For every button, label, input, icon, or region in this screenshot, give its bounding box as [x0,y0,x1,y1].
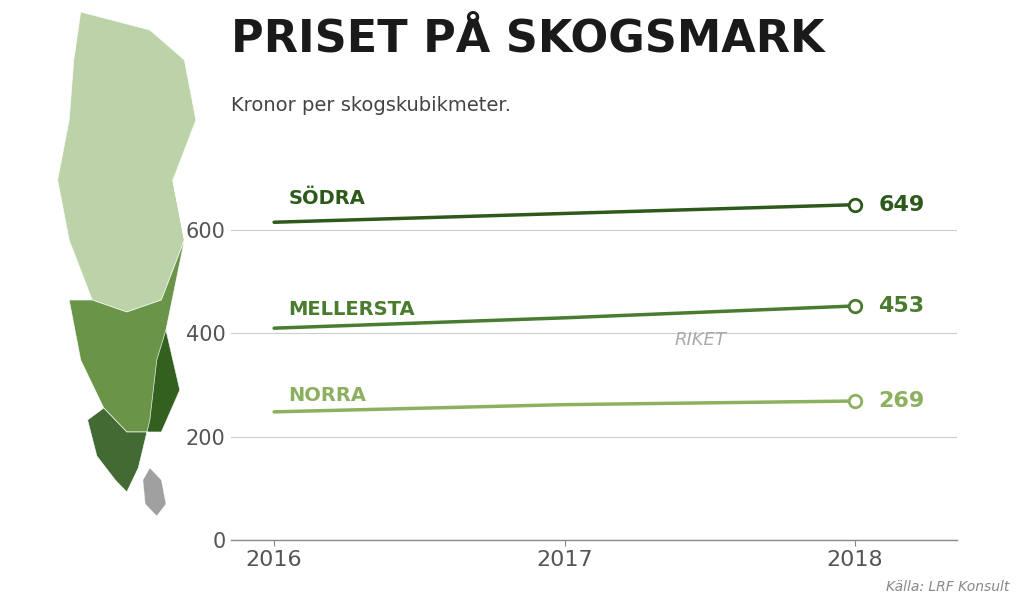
Text: 649: 649 [877,194,923,215]
Text: PRISET PÅ SKOGSMARK: PRISET PÅ SKOGSMARK [230,18,823,61]
Polygon shape [143,468,166,516]
Text: Källa: LRF Konsult: Källa: LRF Konsult [886,580,1009,594]
Text: Kronor per skogskubikmeter.: Kronor per skogskubikmeter. [230,96,511,115]
Text: 269: 269 [877,391,923,411]
Text: SÖDRA: SÖDRA [288,189,365,208]
Text: RIKET: RIKET [675,331,727,349]
Text: 453: 453 [877,296,923,316]
Text: NORRA: NORRA [288,386,366,404]
Text: MELLERSTA: MELLERSTA [288,300,415,319]
Polygon shape [88,330,179,492]
Polygon shape [58,12,196,312]
Polygon shape [69,180,184,432]
